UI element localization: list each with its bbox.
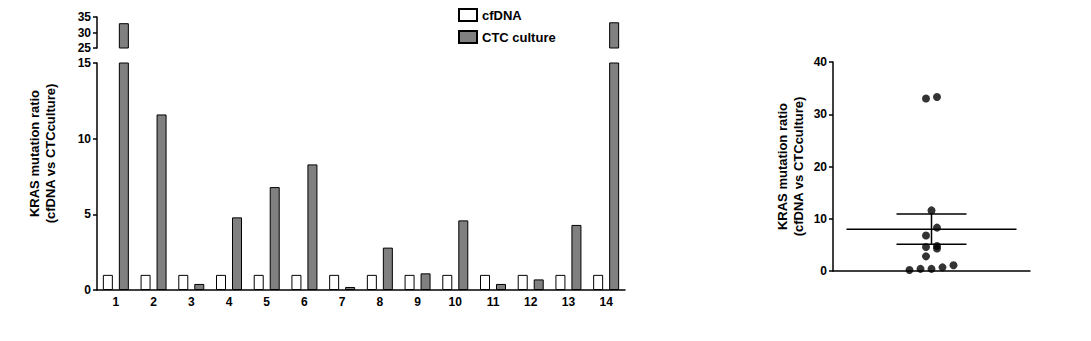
- svg-text:7: 7: [339, 295, 346, 309]
- svg-text:15: 15: [78, 56, 92, 70]
- svg-text:5: 5: [263, 295, 270, 309]
- svg-text:4: 4: [226, 295, 233, 309]
- svg-text:12: 12: [524, 295, 538, 309]
- svg-text:10: 10: [449, 295, 463, 309]
- svg-text:11: 11: [487, 295, 500, 309]
- svg-text:20: 20: [814, 160, 828, 174]
- svg-text:14: 14: [599, 295, 613, 309]
- svg-text:1: 1: [113, 295, 120, 309]
- svg-text:6: 6: [301, 295, 308, 309]
- svg-text:KRAS mutation ratio: KRAS mutation ratio: [27, 90, 42, 217]
- svg-text:CTC culture: CTC culture: [482, 30, 556, 45]
- svg-text:35: 35: [78, 10, 92, 24]
- svg-text:10: 10: [78, 132, 92, 146]
- svg-text:5: 5: [84, 207, 91, 221]
- svg-text:13: 13: [562, 295, 576, 309]
- svg-text:30: 30: [814, 107, 828, 121]
- svg-text:30: 30: [78, 26, 92, 40]
- svg-text:25: 25: [78, 41, 92, 55]
- svg-text:(cfDNA vs CTCculture): (cfDNA vs CTCculture): [791, 97, 806, 237]
- svg-text:KRAS mutation ratio: KRAS mutation ratio: [775, 103, 790, 230]
- svg-text:8: 8: [377, 295, 384, 309]
- svg-text:3: 3: [188, 295, 195, 309]
- svg-text:40: 40: [814, 55, 828, 69]
- svg-text:0: 0: [820, 264, 827, 278]
- svg-text:9: 9: [414, 295, 421, 309]
- svg-text:2: 2: [150, 295, 157, 309]
- svg-text:cfDNA: cfDNA: [482, 8, 522, 23]
- svg-text:0: 0: [84, 283, 91, 297]
- svg-text:10: 10: [814, 212, 828, 226]
- svg-text:(cfDNA vs CTCculture): (cfDNA vs CTCculture): [43, 84, 58, 224]
